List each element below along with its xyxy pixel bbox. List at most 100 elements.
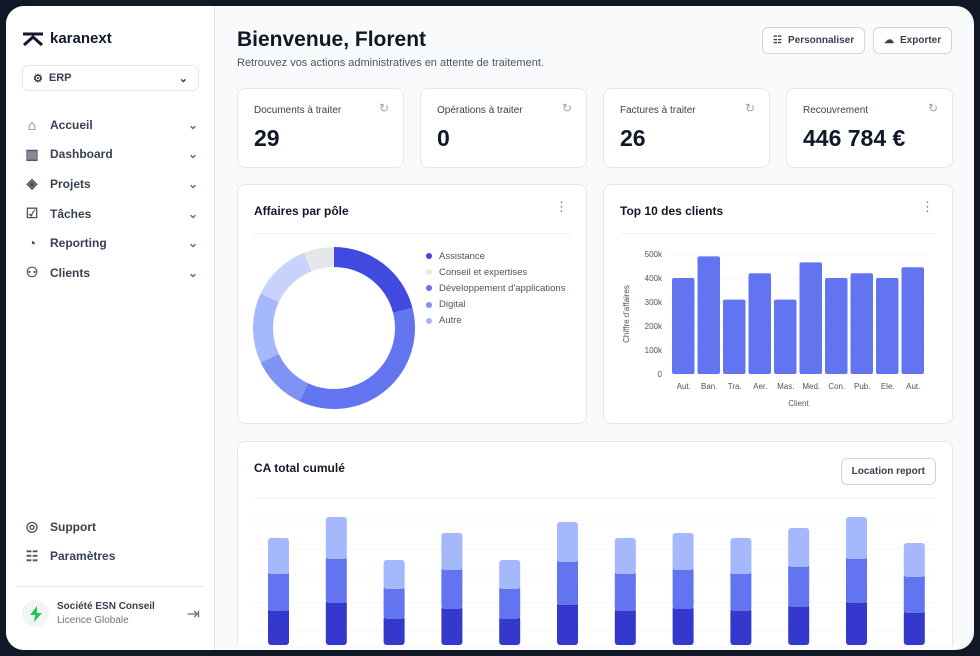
bar[interactable] — [901, 267, 925, 374]
sidebar-item-paramètres[interactable]: ☷ Paramètres — [24, 542, 198, 572]
export-button[interactable]: ☁ Exporter — [873, 27, 953, 54]
stacked-bar-segment[interactable] — [268, 571, 289, 611]
stacked-bar-segment[interactable] — [557, 522, 578, 562]
more-icon[interactable]: ⋮ — [555, 199, 568, 214]
bar-chart: 0 100k 200k 300k 400k 500k Aut. Ban. Tra. Aer. Mas… — [622, 250, 926, 408]
stacked-bar-segment[interactable] — [325, 556, 347, 603]
sidebar-item-dashboard[interactable]: ▥ Dashboard ⌄ — [24, 140, 198, 170]
kpi-card: Opérations à traiter 0 ↻ — [420, 88, 587, 168]
stacked-bar-segment[interactable] — [614, 538, 636, 574]
stacked-bar-segment[interactable] — [441, 606, 463, 645]
stacked-bar-segment[interactable] — [903, 574, 925, 613]
sidebar-item-label: Paramètres — [50, 549, 116, 564]
bar[interactable] — [850, 273, 874, 374]
stacked-bar-segment[interactable] — [441, 533, 463, 570]
chevron-down-icon: ⌄ — [187, 206, 198, 221]
kpi-label: Factures à traiter — [620, 105, 696, 116]
sidebar-item-projets[interactable]: ◈ Projets ⌄ — [24, 169, 198, 199]
sidebar-item-tâches[interactable]: ☑ Tâches ⌄ — [24, 199, 198, 229]
stacked-bar-segment[interactable] — [846, 517, 867, 559]
refresh-icon[interactable]: ↻ — [378, 101, 389, 115]
donut-slice[interactable] — [260, 353, 309, 402]
stacked-bar-segment[interactable] — [614, 571, 636, 611]
legend-item: Assistance — [426, 248, 565, 264]
customize-label: Personnaliser — [787, 35, 855, 46]
stacked-bar-segment[interactable] — [499, 616, 521, 645]
kpi-value: 0 — [437, 125, 450, 151]
stacked-bar-segment[interactable] — [672, 567, 694, 609]
sidebar-item-reporting[interactable]: ◔ Reporting ⌄ — [24, 228, 198, 258]
bar[interactable] — [723, 299, 746, 374]
more-icon[interactable]: ⋮ — [921, 199, 934, 214]
stacked-bar-segment[interactable] — [499, 586, 521, 619]
donut-slice[interactable] — [304, 247, 334, 272]
stacked-bar-segment[interactable] — [325, 517, 347, 559]
organization: Société ESN Conseil Licence Globale ⇥ — [22, 600, 200, 627]
sidebar-item-accueil[interactable]: ⌂ Accueil ⌄ — [24, 110, 198, 140]
x-tick-label: Con. — [828, 382, 845, 391]
legend-item: Développement d'applications — [426, 280, 565, 296]
kpi-value: 29 — [254, 125, 280, 151]
location-report-button[interactable]: Location report — [840, 458, 936, 485]
bar[interactable] — [825, 278, 848, 374]
customize-button[interactable]: ☷ Personnaliser — [762, 27, 866, 54]
x-tick-label: Mas. — [777, 382, 794, 391]
stacked-bar-segment[interactable] — [903, 610, 925, 645]
brand-name: karanext — [50, 30, 112, 47]
logout-icon[interactable]: ⇥ — [186, 605, 200, 623]
stacked-bar-segment[interactable] — [846, 600, 867, 645]
workspace-select[interactable]: ⚙ ERP ⌄ — [22, 65, 199, 91]
stacked-bar-segment[interactable] — [614, 608, 636, 645]
home-icon: ⌂ — [27, 116, 37, 133]
bar[interactable] — [748, 273, 772, 374]
logo[interactable]: karanext — [22, 30, 112, 47]
stacked-bar-segment[interactable] — [383, 560, 405, 589]
stacked-bar-segment[interactable] — [441, 567, 463, 609]
stacked-bar-segment[interactable] — [788, 564, 810, 607]
sidebar-item-label: Dashboard — [50, 147, 113, 162]
bar[interactable] — [799, 262, 823, 374]
stacked-bar-segment[interactable] — [268, 538, 289, 574]
logo-icon — [23, 32, 43, 46]
bar[interactable] — [672, 278, 695, 374]
legend-label: Assistance — [439, 250, 485, 262]
refresh-icon[interactable]: ↻ — [927, 101, 938, 115]
donut-slice[interactable] — [260, 252, 312, 303]
bar[interactable] — [876, 278, 899, 374]
stacked-bar-segment[interactable] — [268, 608, 289, 645]
refresh-icon[interactable]: ↻ — [561, 101, 572, 115]
stacked-bar-segment[interactable] — [557, 559, 578, 605]
y-axis-label: Chiffre d'affaires — [622, 285, 631, 343]
stacked-bar-segment[interactable] — [325, 600, 347, 645]
stacked-bar-segment[interactable] — [788, 604, 810, 645]
donut-slice[interactable] — [334, 247, 413, 313]
legend-label: Autre — [439, 315, 462, 327]
stacked-bar-segment[interactable] — [383, 586, 405, 619]
stacked-bar-segment[interactable] — [730, 608, 752, 645]
legend-dot — [426, 301, 432, 308]
stacked-bar-segment[interactable] — [499, 560, 521, 589]
kpi-card: Documents à traiter 29 ↻ — [237, 88, 404, 168]
stacked-bar-segment[interactable] — [672, 606, 694, 645]
stacked-bar-segment[interactable] — [557, 602, 578, 645]
stacked-bar-segment[interactable] — [672, 533, 694, 570]
stacked-bar-segment[interactable] — [903, 543, 925, 577]
ca-card: CA total cumulé Location report — [237, 441, 953, 646]
sidebar-item-clients[interactable]: ⚇ Clients ⌄ — [24, 258, 198, 288]
donut-slice[interactable] — [299, 307, 415, 409]
stacked-bar-segment[interactable] — [846, 556, 867, 603]
stacked-bar-segment[interactable] — [788, 528, 810, 567]
kpi-card: Recouvrement 446 784 € ↻ — [786, 88, 953, 168]
refresh-icon[interactable]: ↻ — [744, 101, 755, 115]
y-tick-label: 300k — [645, 298, 663, 307]
stacked-bar-segment[interactable] — [730, 538, 752, 574]
stacked-bar-segment[interactable] — [383, 616, 405, 645]
donut-slice[interactable] — [253, 293, 279, 363]
x-tick-label: Aut. — [677, 382, 691, 391]
sidebar-item-support[interactable]: ◎ Support — [24, 512, 198, 542]
stacked-bar-segment[interactable] — [730, 571, 752, 611]
bar[interactable] — [697, 256, 721, 374]
x-tick-label: Tra. — [728, 382, 742, 391]
chevron-down-icon: ⌄ — [187, 117, 198, 132]
bar[interactable] — [774, 299, 797, 374]
